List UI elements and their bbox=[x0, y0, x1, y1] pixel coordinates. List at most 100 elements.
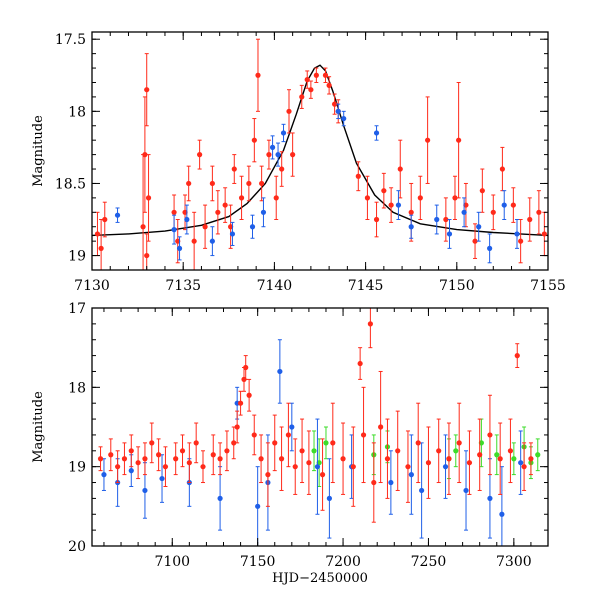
data-point bbox=[258, 434, 264, 484]
bottom-ticks: 7100 7150 7200 7250 7300 17 18 19 20 bbox=[68, 301, 549, 570]
point-marker bbox=[357, 360, 363, 367]
data-point bbox=[237, 390, 244, 416]
data-point bbox=[156, 438, 162, 472]
point-marker bbox=[340, 456, 346, 462]
point-marker bbox=[142, 152, 148, 158]
point-marker bbox=[501, 202, 507, 208]
top-axis-frame bbox=[91, 31, 549, 271]
data-point bbox=[224, 430, 230, 472]
point-marker bbox=[461, 209, 467, 215]
point-marker bbox=[217, 456, 223, 462]
point-marker bbox=[280, 130, 287, 136]
point-marker bbox=[408, 224, 414, 230]
data-point bbox=[507, 418, 514, 484]
data-point bbox=[179, 434, 186, 468]
point-marker bbox=[527, 216, 533, 223]
point-marker bbox=[373, 216, 380, 223]
data-point bbox=[490, 194, 496, 231]
point-marker bbox=[145, 195, 152, 201]
point-marker bbox=[466, 460, 473, 466]
data-point bbox=[197, 139, 203, 170]
point-marker bbox=[277, 368, 283, 375]
point-marker bbox=[193, 440, 199, 446]
data-point bbox=[306, 430, 312, 495]
point-marker bbox=[217, 495, 223, 501]
point-marker bbox=[331, 101, 338, 107]
point-marker bbox=[453, 448, 459, 454]
point-marker bbox=[186, 460, 192, 466]
point-marker bbox=[115, 464, 121, 470]
point-marker bbox=[304, 77, 310, 83]
point-marker bbox=[246, 392, 252, 398]
point-marker bbox=[144, 252, 150, 259]
data-point bbox=[217, 466, 223, 531]
data-point bbox=[446, 422, 452, 495]
point-marker bbox=[487, 495, 493, 501]
point-marker bbox=[381, 188, 387, 194]
point-marker bbox=[234, 424, 240, 430]
point-marker bbox=[405, 464, 411, 470]
point-marker bbox=[101, 472, 107, 478]
bottom-plot-area bbox=[97, 308, 541, 546]
data-point bbox=[527, 197, 533, 242]
data-point bbox=[114, 207, 121, 223]
point-marker bbox=[419, 487, 425, 494]
point-marker bbox=[397, 166, 403, 172]
data-point bbox=[434, 204, 440, 235]
data-point bbox=[162, 446, 169, 487]
point-marker bbox=[210, 452, 216, 458]
point-marker bbox=[311, 448, 317, 454]
point-marker bbox=[541, 231, 547, 237]
top-plot-area bbox=[92, 38, 548, 270]
data-point bbox=[373, 201, 380, 238]
data-point bbox=[367, 308, 373, 349]
point-marker bbox=[364, 195, 371, 201]
point-marker bbox=[285, 432, 292, 438]
data-point bbox=[456, 402, 462, 484]
point-marker bbox=[255, 72, 261, 78]
point-marker bbox=[350, 464, 356, 470]
data-point bbox=[142, 442, 148, 476]
data-point bbox=[128, 434, 134, 468]
point-marker bbox=[224, 448, 230, 454]
point-marker bbox=[162, 464, 169, 470]
point-marker bbox=[142, 487, 148, 494]
point-marker bbox=[237, 400, 244, 406]
data-point bbox=[521, 442, 527, 491]
data-point bbox=[323, 426, 329, 460]
data-point bbox=[228, 204, 234, 249]
point-marker bbox=[497, 456, 503, 462]
point-marker bbox=[231, 440, 237, 446]
point-marker bbox=[319, 472, 326, 478]
point-marker bbox=[510, 202, 516, 208]
point-marker bbox=[507, 448, 514, 454]
data-point bbox=[246, 165, 252, 202]
data-point bbox=[246, 378, 252, 412]
x-tick-label: 7155 bbox=[530, 278, 566, 294]
data-point bbox=[210, 434, 216, 476]
data-point bbox=[186, 442, 192, 484]
point-marker bbox=[246, 180, 252, 187]
point-marker bbox=[425, 137, 431, 143]
point-marker bbox=[443, 216, 449, 223]
point-marker bbox=[456, 137, 462, 143]
data-point bbox=[286, 89, 292, 134]
point-marker bbox=[251, 137, 257, 143]
point-marker bbox=[388, 479, 394, 486]
point-marker bbox=[290, 152, 296, 158]
data-point bbox=[397, 139, 403, 199]
y-tick-label: 18 bbox=[68, 104, 86, 120]
x-tick-label: 7130 bbox=[74, 278, 110, 294]
point-marker bbox=[313, 72, 319, 78]
data-point bbox=[443, 197, 449, 242]
point-marker bbox=[446, 231, 453, 237]
point-marker bbox=[186, 180, 192, 187]
data-point bbox=[251, 118, 257, 163]
point-marker bbox=[140, 224, 146, 230]
point-marker bbox=[360, 432, 367, 438]
data-point bbox=[476, 211, 482, 242]
bottom-y-axis-label: Magnitude bbox=[31, 391, 46, 463]
data-point bbox=[479, 168, 485, 213]
y-tick-label: 19 bbox=[68, 460, 86, 476]
point-marker bbox=[159, 475, 165, 482]
